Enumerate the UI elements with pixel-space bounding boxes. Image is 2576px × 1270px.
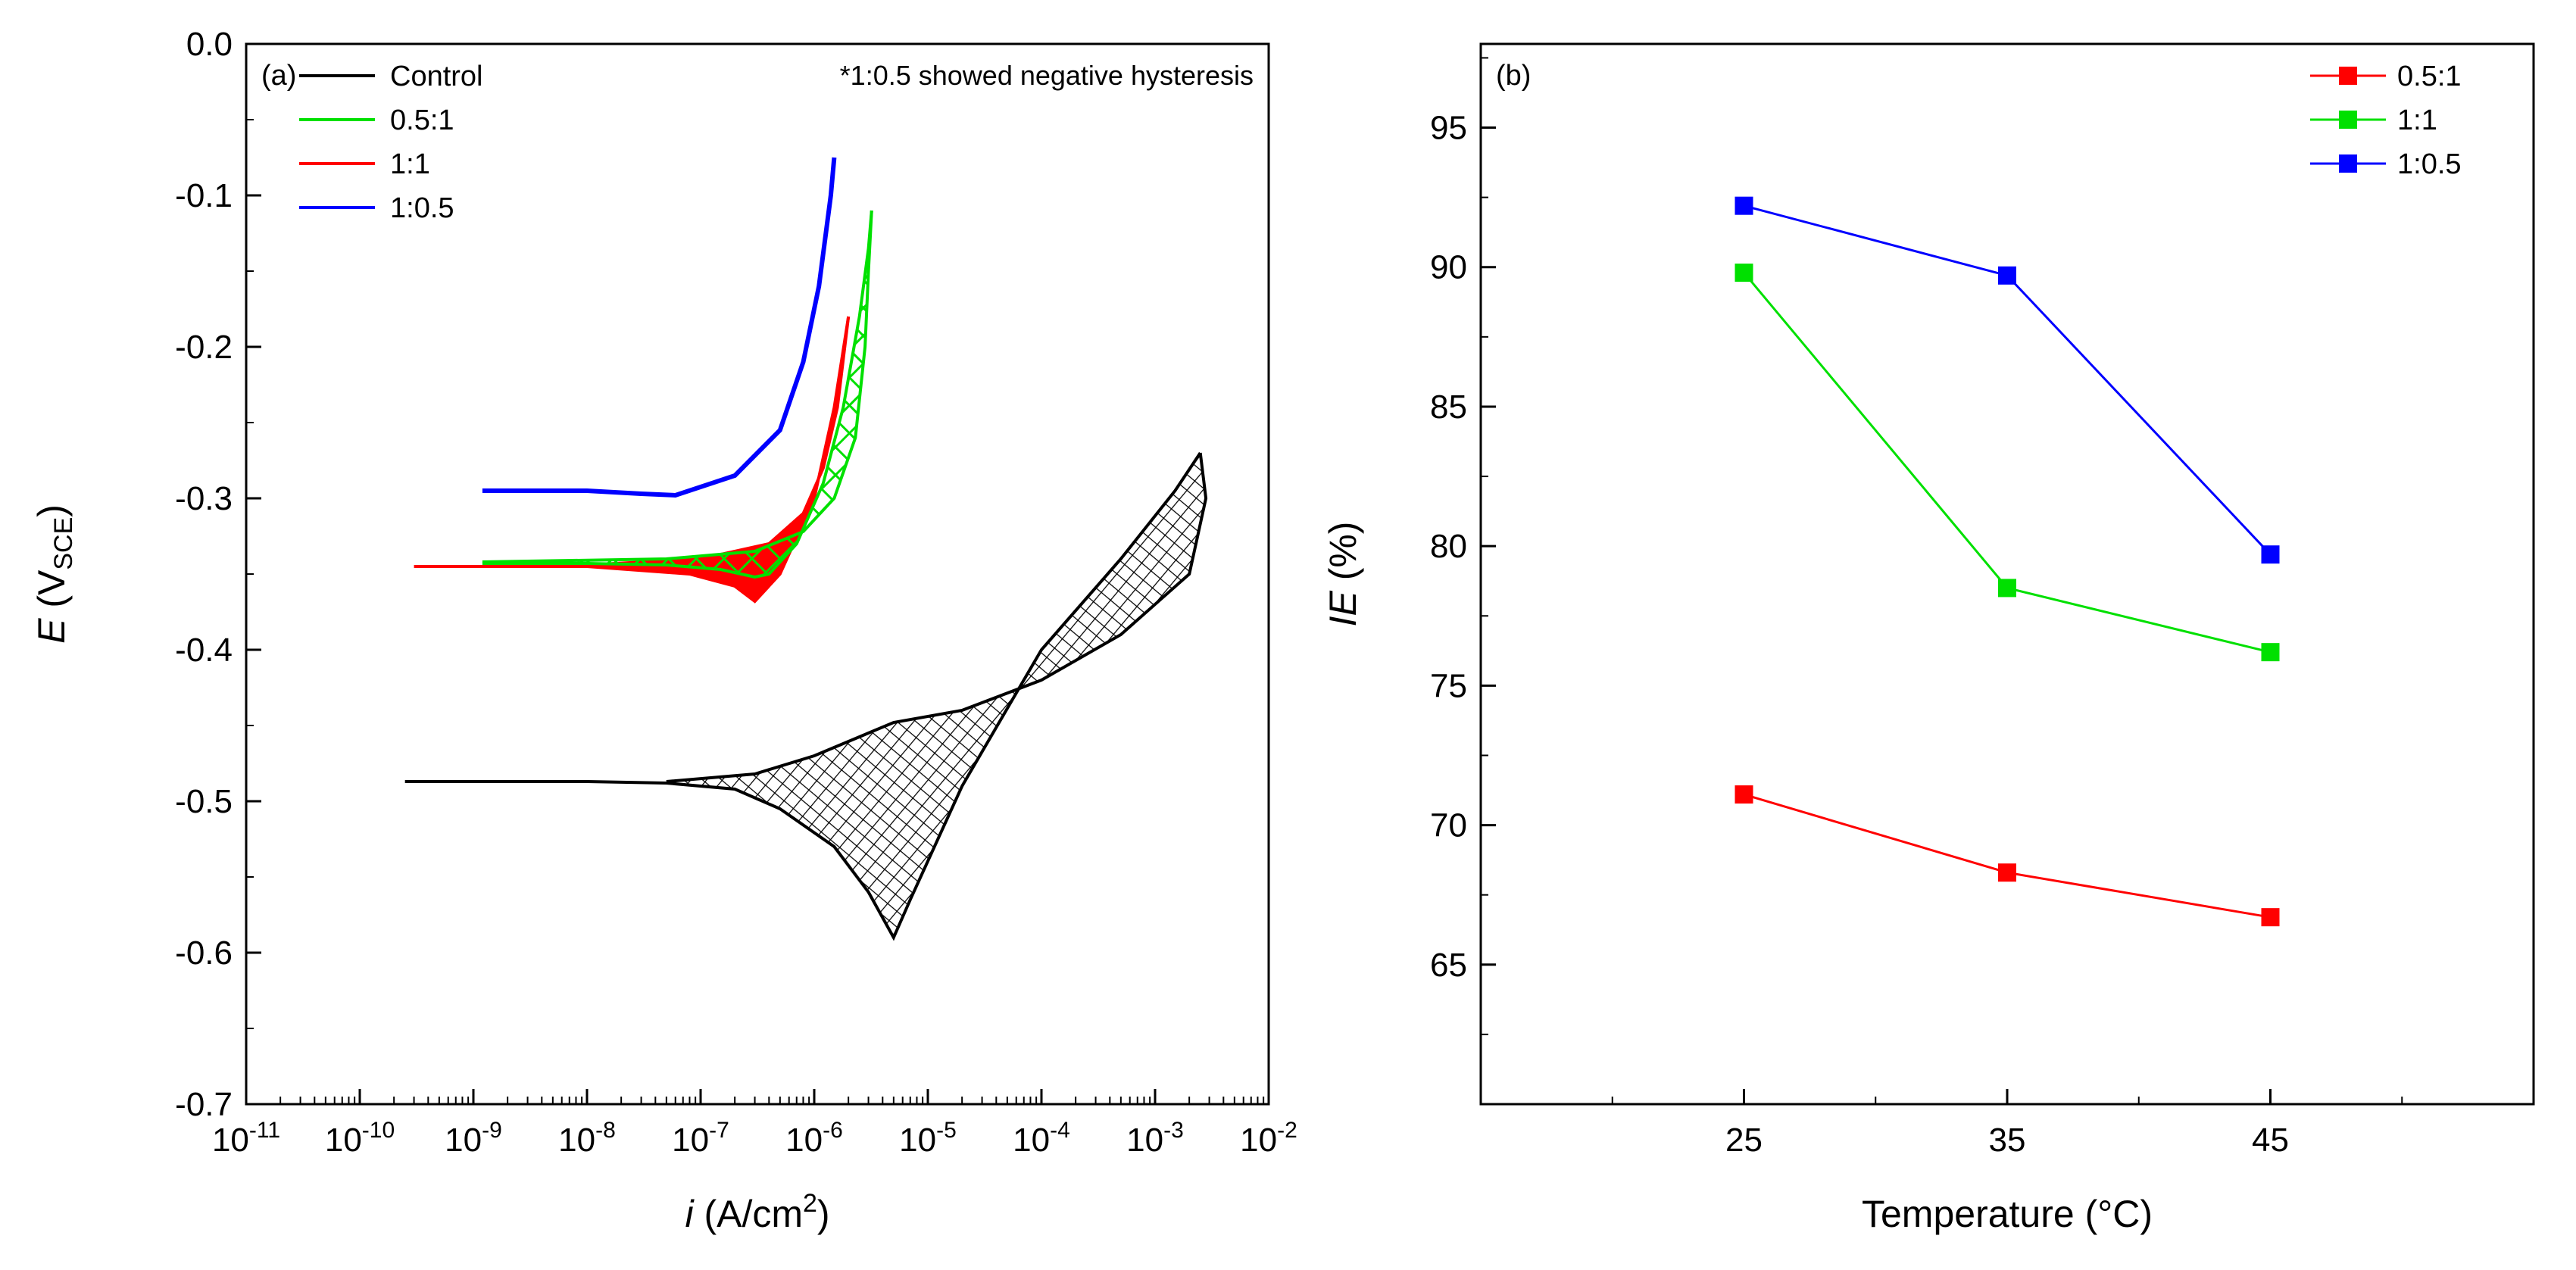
- legend-item: Control: [299, 61, 483, 92]
- legend-item: 1:0.5: [2310, 148, 2462, 180]
- data-point-marker: [2261, 908, 2280, 927]
- panel-b-x-axis-title: Temperature (°C): [1862, 1193, 2153, 1235]
- x-tick-label: 10-4: [1013, 1118, 1070, 1159]
- series-line: [1744, 204, 2272, 556]
- x-tick-label: 10-5: [899, 1118, 957, 1159]
- legend-label: 1:0.5: [2397, 148, 2462, 180]
- legend-swatch-marker: [2339, 111, 2357, 129]
- panel-b-series-layer: [1735, 196, 2280, 927]
- legend-item: 1:0.5: [299, 192, 454, 224]
- data-point-marker: [1998, 863, 2016, 882]
- panel-b-tick-labels: 25 35 45 65 70 75 80 85 90 95: [1430, 110, 2289, 1159]
- y-tick-label: 85: [1430, 388, 1467, 426]
- y-tick-label: 90: [1430, 249, 1467, 286]
- legend-label: 0.5:1: [2397, 61, 2462, 92]
- data-point-marker: [1735, 785, 1753, 804]
- y-tick-label: -0.3: [175, 480, 233, 517]
- panel-b-ticks: [1481, 57, 2403, 1104]
- reverse-scan-line: [586, 316, 851, 566]
- y-tick-label: -0.2: [175, 329, 233, 366]
- panel-b-tag: (b): [1496, 60, 1531, 92]
- x-tick-label: 10-8: [558, 1118, 616, 1159]
- reverse-scan-line: [482, 210, 873, 563]
- panel-a-y-axis-title: E (VSCE): [30, 504, 78, 644]
- legend-label: 1:1: [2397, 105, 2437, 136]
- legend-label: Control: [390, 61, 483, 92]
- y-tick-label: 75: [1430, 667, 1467, 704]
- panel-a-tag: (a): [261, 60, 296, 92]
- legend-item: 1:1: [2310, 105, 2437, 136]
- legend-item: 0.5:1: [299, 105, 454, 136]
- panel-b-y-axis-title: IE (%): [1322, 522, 1364, 627]
- x-tick-label: 25: [1725, 1122, 1763, 1159]
- y-tick-label: 95: [1430, 110, 1467, 147]
- data-point-marker: [1735, 264, 1753, 282]
- forward-scan-line: [482, 157, 837, 498]
- reverse-scan-line: [666, 452, 1208, 783]
- data-point-marker: [1998, 266, 2016, 285]
- legend-label: 0.5:1: [390, 105, 454, 136]
- legend-item: 0.5:1: [2310, 61, 2462, 92]
- y-tick-label: 80: [1430, 528, 1467, 565]
- panel-b-legend: 0.5:1 1:1 1:0.5: [2310, 61, 2462, 180]
- x-tick-label: 10-11: [212, 1118, 280, 1159]
- panel-a-series-layer: [404, 157, 1208, 941]
- y-tick-label: -0.5: [175, 783, 233, 820]
- x-tick-label: 10-9: [445, 1118, 502, 1159]
- legend-label: 1:1: [390, 148, 430, 180]
- data-point-marker: [1998, 579, 2016, 598]
- forward-scan-line: [404, 451, 1202, 941]
- panel-a-potentiodynamic-plot: 10-11 10-10 10-9 10-8 10-7 10-6 10-5 10-4 10-3 10…: [30, 26, 1297, 1235]
- legend-item: 1:1: [299, 148, 430, 180]
- x-tick-label: 45: [2252, 1122, 2289, 1159]
- y-tick-label: -0.6: [175, 935, 233, 972]
- series-0-5-1: [482, 210, 873, 579]
- series-1-0-5: [482, 157, 837, 498]
- y-tick-label: -0.7: [175, 1086, 233, 1123]
- y-tick-label: 70: [1430, 807, 1467, 844]
- x-tick-label: 10-3: [1126, 1118, 1184, 1159]
- series-Control: [404, 451, 1208, 941]
- forward-scan-line: [414, 316, 851, 604]
- series-1-1: [1735, 264, 2280, 662]
- y-tick-label: -0.1: [175, 177, 233, 214]
- y-tick-label: 65: [1430, 947, 1467, 984]
- panel-a-tick-labels: 10-11 10-10 10-9 10-8 10-7 10-6 10-5 10-4 10-3 10…: [175, 26, 1297, 1159]
- panel-b-frame: [1479, 42, 2535, 1106]
- panel-a-legend: Control 0.5:1 1:1 1:0.5: [299, 61, 483, 224]
- legend-swatch-marker: [2339, 154, 2357, 173]
- x-tick-label: 10-6: [785, 1118, 843, 1159]
- panel-a-ticks: [245, 42, 1270, 1106]
- panel-a-annotation: *1:0.5 showed negative hysteresis: [840, 60, 1254, 91]
- y-tick-label: 0.0: [186, 26, 233, 63]
- series-line: [1744, 793, 2271, 919]
- x-tick-label: 35: [1989, 1122, 2026, 1159]
- data-point-marker: [1735, 196, 1753, 215]
- legend-swatch-marker: [2339, 67, 2357, 85]
- x-tick-label: 10-10: [325, 1118, 395, 1159]
- y-tick-label: -0.4: [175, 632, 233, 669]
- series-0-5-1: [1735, 785, 2280, 927]
- x-tick-label: 10-7: [672, 1118, 729, 1159]
- panel-a-x-axis-title: i (A/cm2): [685, 1189, 829, 1235]
- legend-label: 1:0.5: [390, 192, 454, 224]
- data-point-marker: [2261, 545, 2280, 564]
- panel-b-inhibition-efficiency-plot: 25 35 45 65 70 75 80 85 90 95 (b) 0.5:1 1:1 1:0.5 I…: [1322, 42, 2535, 1235]
- series-1-0-5: [1735, 196, 2280, 564]
- x-tick-label: 10-2: [1240, 1118, 1297, 1159]
- data-point-marker: [2261, 643, 2280, 662]
- forward-scan-line: [482, 210, 873, 579]
